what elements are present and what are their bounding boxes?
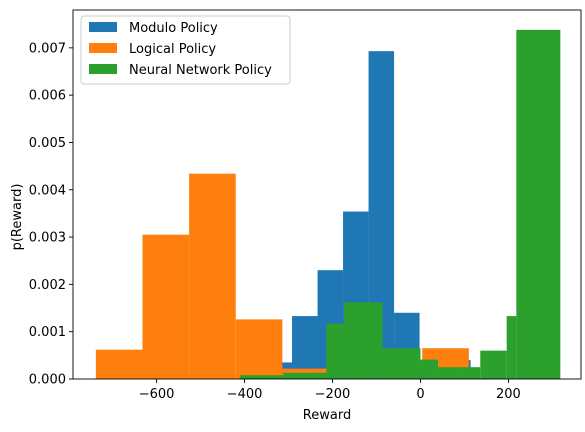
histogram-bar	[95, 349, 143, 379]
x-axis-label: Reward	[303, 408, 351, 423]
x-tick-label: −600	[139, 387, 175, 402]
y-tick-label: 0.000	[29, 373, 66, 388]
y-tick-label: 0.007	[29, 41, 66, 56]
legend-swatch	[89, 22, 117, 32]
x-tick-label: 200	[496, 387, 521, 402]
y-tick-label: 0.004	[29, 183, 66, 198]
plot-frame	[72, 9, 582, 380]
y-tick-label: 0.006	[29, 89, 66, 104]
y-tick-label: 0.003	[29, 231, 66, 246]
legend-label: Neural Network Policy	[129, 63, 272, 78]
series-3	[240, 29, 561, 380]
legend-box	[80, 15, 291, 85]
histogram-bar	[438, 367, 458, 379]
histogram-bar	[283, 372, 327, 379]
histogram-bar	[382, 348, 421, 379]
histogram-bar	[240, 375, 284, 379]
histogram-bar	[480, 350, 507, 379]
histogram-bar	[292, 316, 318, 379]
series-2	[95, 173, 469, 379]
legend: Modulo Policy Logical Policy Neural Networ…	[80, 15, 291, 85]
histogram-bar	[457, 367, 481, 379]
y-axis-label: p(Reward)	[10, 184, 25, 251]
x-tick-label: −200	[315, 387, 351, 402]
y-tick-label: 0.002	[29, 278, 66, 293]
histogram-bar	[142, 234, 190, 379]
legend-label: Modulo Policy	[129, 21, 218, 36]
histogram-bar	[326, 323, 344, 379]
y-tick-label: 0.001	[29, 325, 66, 340]
histogram-bar	[506, 316, 517, 379]
y-axis: 0.000 0.001 0.002 0.003 0.004 0.005 0.006 0.007	[29, 41, 73, 388]
legend-swatch	[89, 43, 117, 53]
plot-area	[72, 9, 582, 380]
histogram-bar	[516, 29, 561, 380]
histogram-bar	[189, 173, 236, 379]
x-axis: −600 −400 −200 0 200	[139, 379, 521, 402]
x-tick-label: 0	[416, 387, 424, 402]
x-tick-label: −400	[227, 387, 263, 402]
legend-swatch	[89, 64, 117, 74]
legend-label: Logical Policy	[129, 42, 216, 57]
histogram-bar	[420, 359, 439, 379]
histogram-bar	[343, 302, 383, 379]
y-tick-label: 0.005	[29, 136, 66, 151]
histogram-bar	[235, 319, 283, 379]
